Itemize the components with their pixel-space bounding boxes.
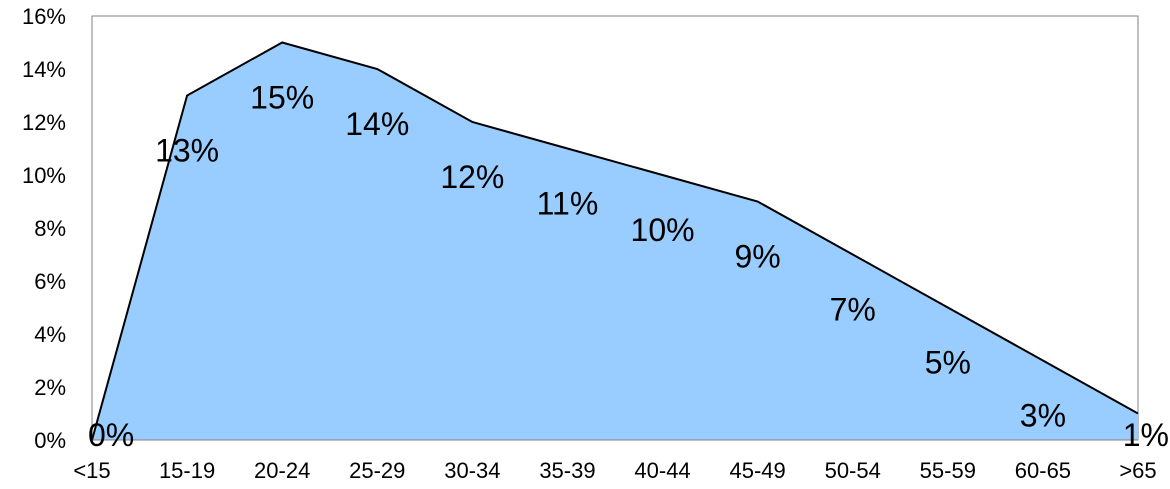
x-tick-label: 20-24 [254,458,310,483]
x-tick-label: 30-34 [444,458,500,483]
area-series [91,41,1139,441]
x-tick-label: 50-54 [825,458,881,483]
data-label: 15% [250,80,314,116]
y-tick-label: 8% [34,216,66,241]
data-label: 0% [88,417,134,453]
data-label: 13% [155,133,219,169]
data-label: 12% [440,159,504,195]
y-axis-tick-labels: 0% 2% 4% 6% 8% 10% 12% 14% 16% [22,4,66,453]
data-label: 3% [1020,398,1066,434]
data-label: 14% [345,106,409,142]
x-tick-label: >65 [1119,458,1156,483]
x-axis-tick-labels: <15 15-19 20-24 25-29 30-34 35-39 40-44 45-49 50… [73,458,1156,483]
y-tick-label: 6% [34,269,66,294]
y-tick-label: 4% [34,322,66,347]
data-label: 9% [735,239,781,275]
y-tick-label: 16% [22,4,66,29]
x-tick-label: 25-29 [349,458,405,483]
data-label: 1% [1123,417,1169,453]
area-outline [91,41,1139,441]
x-tick-label: 15-19 [159,458,215,483]
y-tick-label: 12% [22,110,66,135]
y-tick-label: 0% [34,428,66,453]
data-label: 5% [925,345,971,381]
x-tick-label: <15 [73,458,110,483]
y-tick-label: 14% [22,57,66,82]
x-tick-label: 40-44 [634,458,690,483]
data-label: 7% [830,292,876,328]
x-tick-label: 55-59 [920,458,976,483]
data-label: 10% [631,212,695,248]
x-tick-label: 45-49 [729,458,785,483]
y-tick-label: 2% [34,375,66,400]
y-tick-label: 10% [22,163,66,188]
area-fill [92,42,1138,440]
data-labels: 0% 13% 15% 14% 12% 11% 10% 9% 7% 5% 3% 1% [88,80,1169,454]
x-tick-label: 35-39 [539,458,595,483]
x-tick-label: 60-65 [1015,458,1071,483]
data-label: 11% [537,186,599,222]
